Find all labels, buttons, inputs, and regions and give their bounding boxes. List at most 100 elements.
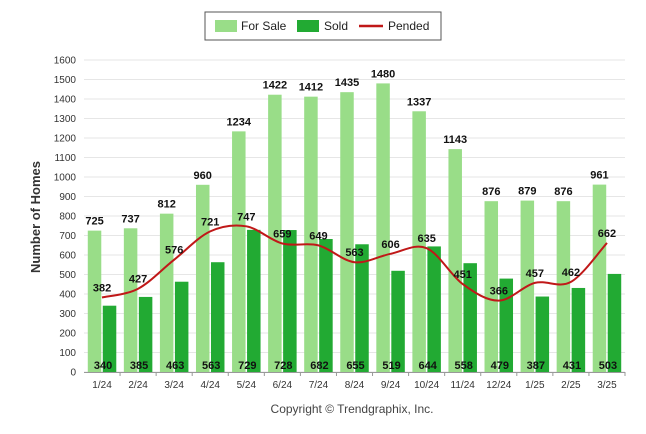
label-for-sale-6-24: 1422: [263, 80, 287, 92]
x-tick-label-3-25: 3/25: [597, 380, 617, 391]
y-tick-label: 1600: [54, 56, 77, 67]
label-for-sale-1-25: 879: [518, 186, 536, 198]
label-sold-3-24: 463: [166, 360, 184, 372]
label-sold-10-24: 644: [418, 360, 437, 372]
label-sold-2-24: 385: [130, 360, 148, 372]
label-for-sale-5-24: 1234: [227, 116, 252, 128]
x-axis-ticks: 1/24 2/24 3/24 4/24 5/24 6/24 7/24 8/24 9/24 10/2…: [92, 372, 626, 391]
y-tick-label: 800: [59, 212, 76, 223]
x-tick-label-1-24: 1/24: [92, 380, 112, 391]
bar-sold-5-24: [247, 229, 261, 372]
bar-for-sale-6-24: [268, 94, 282, 373]
y-tick-label: 100: [59, 348, 76, 359]
label-for-sale-12-24: 876: [482, 186, 500, 198]
label-sold-1-25: 387: [527, 360, 545, 372]
label-sold-9-24: 519: [382, 360, 400, 372]
copyright-footer: Copyright © Trendgraphix, Inc.: [271, 402, 434, 416]
bar-for-sale-8-24: [340, 92, 354, 373]
y-tick-label: 700: [59, 231, 76, 242]
bar-sold-2-25: [571, 287, 586, 372]
label-sold-1-24: 340: [94, 360, 112, 372]
bar-sold-6-24: [283, 230, 297, 372]
label-for-sale-3-25: 961: [590, 170, 608, 182]
y-tick-label: 1500: [54, 75, 77, 86]
label-sold-5-24: 729: [238, 360, 256, 372]
label-for-sale-9-24: 1480: [371, 68, 395, 80]
bar-sold-4-24: [210, 262, 225, 372]
legend-label-sold: Sold: [324, 19, 348, 33]
label-pended-12-24: 366: [490, 286, 508, 298]
label-pended-4-24: 721: [201, 216, 219, 228]
y-tick-label: 400: [59, 290, 76, 301]
bar-for-sale-3-24: [159, 213, 174, 372]
y-tick-label: 300: [59, 309, 76, 320]
label-pended-10-24: 635: [417, 233, 435, 245]
y-tick-label: 1400: [54, 95, 77, 106]
label-for-sale-3-24: 812: [157, 199, 175, 211]
bar-for-sale-11-24: [448, 149, 462, 372]
label-pended-11-24: 451: [454, 269, 472, 281]
label-pended-6-24: 659: [273, 228, 291, 240]
data-labels: 725 340 382 737 385 427 812 463 576 960 563 721 1234…: [85, 68, 617, 372]
label-sold-6-24: 728: [274, 360, 292, 372]
label-sold-12-24: 479: [491, 360, 509, 372]
label-sold-4-24: 563: [202, 360, 220, 372]
label-pended-1-25: 457: [526, 268, 544, 280]
bar-for-sale-9-24: [376, 83, 390, 373]
y-tick-label: 600: [59, 251, 76, 262]
label-for-sale-10-24: 1337: [407, 96, 431, 108]
bar-sold-10-24: [427, 246, 441, 372]
label-pended-9-24: 606: [381, 239, 399, 251]
x-tick-label-4-24: 4/24: [200, 380, 220, 391]
x-tick-label-10-24: 10/24: [414, 380, 439, 391]
label-sold-8-24: 655: [346, 360, 364, 372]
bars: [87, 83, 622, 373]
bar-for-sale-2-25: [556, 201, 571, 372]
x-tick-label-2-25: 2/25: [561, 380, 581, 391]
bar-for-sale-2-24: [123, 228, 138, 372]
bar-sold-7-24: [319, 239, 333, 372]
gridlines: [84, 59, 625, 373]
y-tick-label: 1100: [54, 153, 76, 164]
bar-for-sale-7-24: [304, 96, 318, 372]
label-sold-11-24: 558: [455, 360, 473, 372]
legend-box: [204, 11, 442, 41]
pended-series-line: [101, 224, 608, 302]
bar-sold-3-25: [607, 273, 622, 372]
x-tick-label-3-24: 3/24: [164, 380, 184, 391]
bar-for-sale-3-25: [592, 184, 607, 372]
x-tick-label-7-24: 7/24: [309, 380, 329, 391]
label-pended-2-24: 427: [129, 274, 147, 286]
legend-swatch-for-sale: [215, 20, 237, 32]
legend: For Sale Sold Pended: [204, 11, 442, 41]
x-tick-label-8-24: 8/24: [345, 380, 365, 391]
bar-for-sale-10-24: [412, 111, 426, 372]
x-tick-label-5-24: 5/24: [237, 380, 257, 391]
label-pended-2-25: 462: [562, 267, 580, 279]
label-for-sale-11-24: 1143: [443, 134, 467, 146]
x-tick-label-2-24: 2/24: [128, 380, 148, 391]
label-for-sale-8-24: 1435: [335, 77, 359, 89]
label-sold-3-25: 503: [599, 360, 617, 372]
y-tick-label: 1300: [54, 114, 77, 125]
y-axis-ticks: 0 100 200 300 400 500 600 700 800 900 1000 1100 1200…: [54, 56, 77, 379]
legend-label-for-sale: For Sale: [241, 19, 287, 33]
bar-sold-12-24: [499, 278, 514, 372]
bar-sold-1-24: [102, 305, 117, 372]
y-axis-label: Number of Homes: [28, 161, 43, 273]
bar-sold-1-25: [535, 296, 550, 372]
pended-line: [101, 224, 608, 302]
x-tick-label-11-24: 11/24: [451, 380, 476, 391]
bar-for-sale-5-24: [232, 131, 246, 372]
y-tick-label: 0: [70, 368, 76, 379]
y-tick-label: 1000: [54, 173, 77, 184]
x-tick-label-12-24: 12/24: [486, 380, 511, 391]
y-tick-label: 200: [59, 329, 76, 340]
label-for-sale-2-25: 876: [554, 186, 572, 198]
bar-for-sale-1-24: [87, 230, 102, 372]
bar-sold-3-24: [174, 281, 189, 372]
label-pended-1-24: 382: [93, 283, 111, 295]
label-for-sale-7-24: 1412: [299, 82, 323, 94]
bar-sold-2-24: [138, 296, 153, 372]
